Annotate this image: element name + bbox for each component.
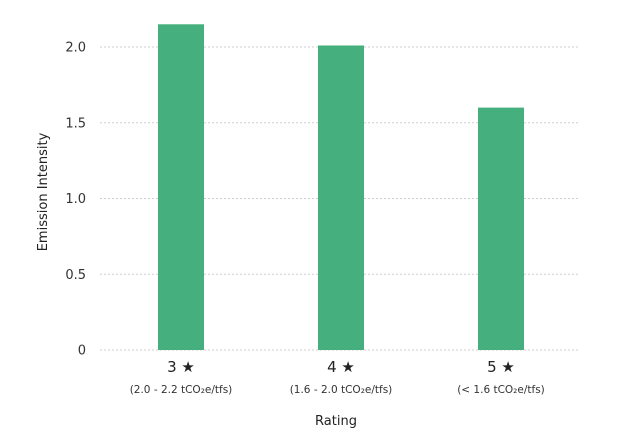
bar-2 <box>318 45 364 351</box>
y-tick-label-0: 0 <box>78 344 86 359</box>
x-category-label-2: 4 ★ <box>327 358 355 376</box>
bar-3 <box>478 107 524 350</box>
x-category-labels: 3 ★ (2.0 - 2.2 tCO₂e/tfs) 4 ★ (1.6 - 2.0 tC… <box>130 358 545 396</box>
y-tick-labels: 0 0.5 1.0 1.5 2.0 <box>65 41 86 359</box>
bars <box>158 24 524 351</box>
y-axis-label: Emission Intensity <box>36 132 51 251</box>
y-tick-label-3: 1.5 <box>65 116 86 131</box>
x-category-sublabel-2: (1.6 - 2.0 tCO₂e/tfs) <box>290 384 393 396</box>
y-tick-label-4: 2.0 <box>65 41 86 56</box>
x-category-label-3: 5 ★ <box>487 358 515 376</box>
y-tick-label-2: 1.0 <box>65 192 86 207</box>
x-category-sublabel-1: (2.0 - 2.2 tCO₂e/tfs) <box>130 384 233 396</box>
x-category-label-1: 3 ★ <box>167 358 195 376</box>
bar-1 <box>158 24 204 351</box>
x-axis-label: Rating <box>315 414 357 429</box>
x-category-sublabel-3: (< 1.6 tCO₂e/tfs) <box>457 384 545 396</box>
y-tick-label-1: 0.5 <box>65 268 86 283</box>
